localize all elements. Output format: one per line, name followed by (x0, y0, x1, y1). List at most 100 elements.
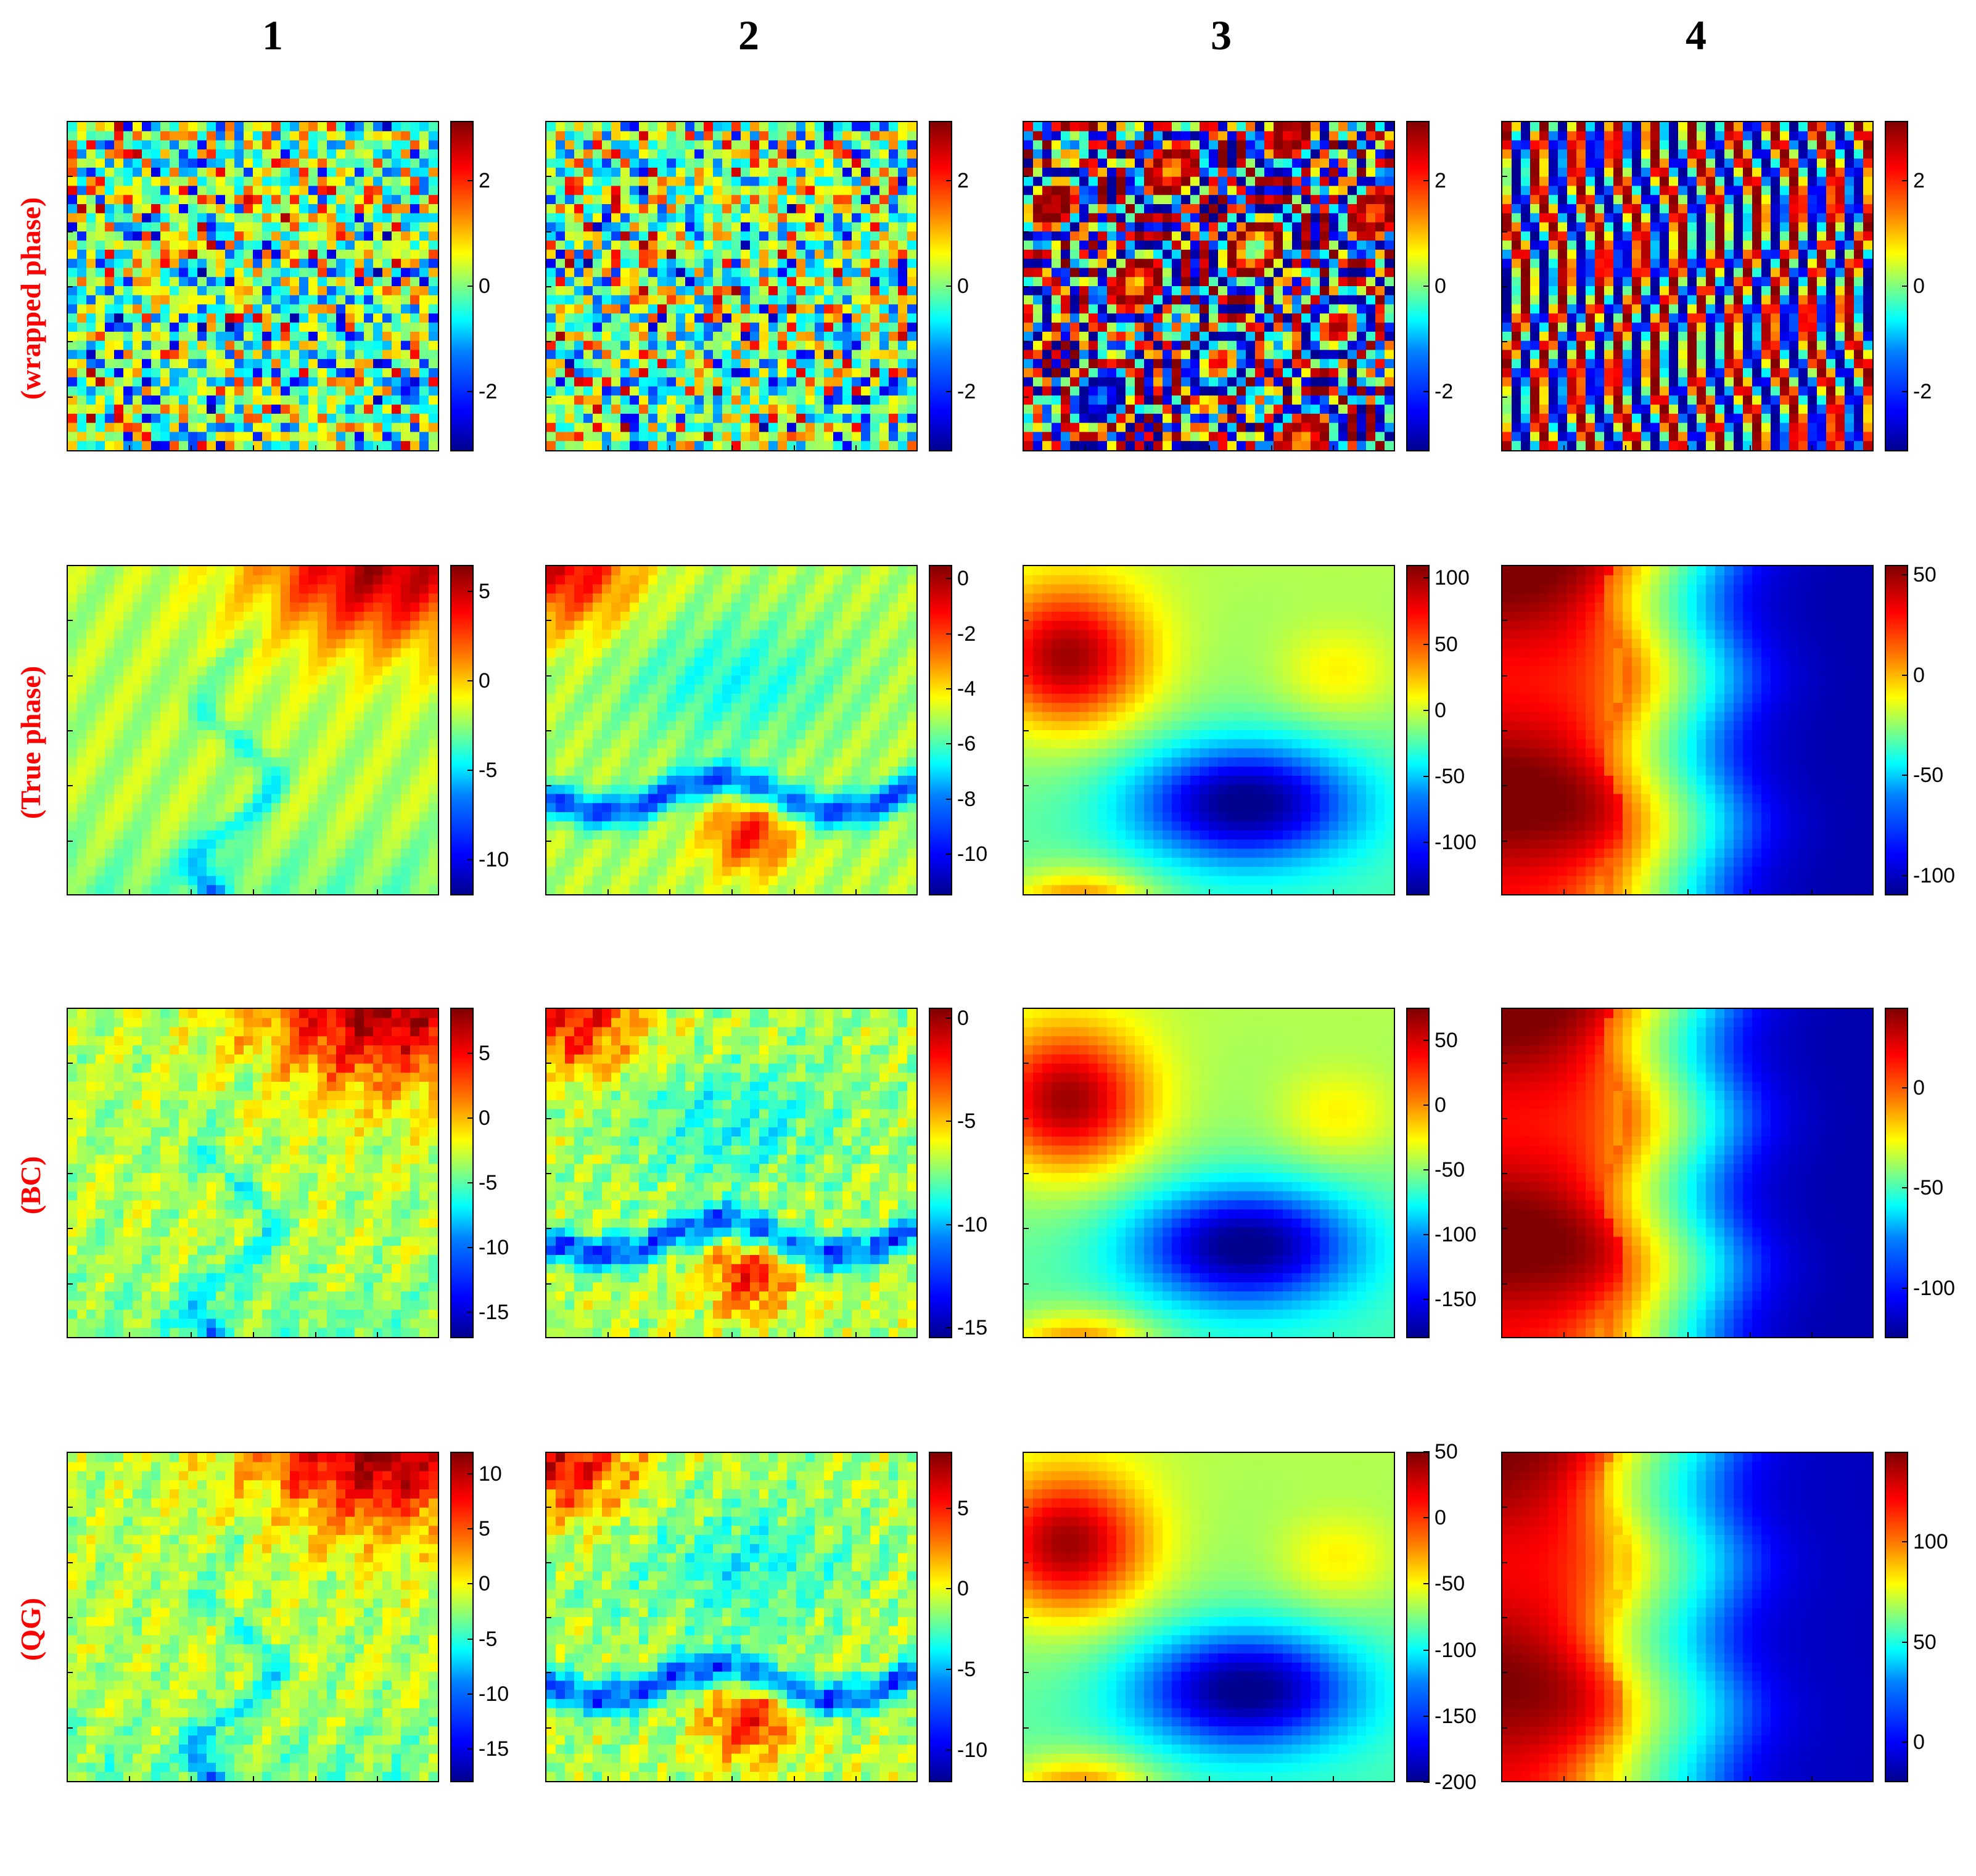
axis-tick (1750, 445, 1751, 450)
axis-tick (68, 1727, 73, 1729)
axis-tick (129, 1332, 130, 1337)
axis-tick (1502, 730, 1507, 731)
heatmap-r1-c3 (1023, 121, 1395, 451)
axis-tick (794, 445, 795, 450)
colorbar-tick-label: 0 (1435, 276, 1446, 297)
colorbar-tick-mark (1902, 1541, 1908, 1542)
colorbar-r2-c2 (929, 565, 952, 895)
column-header-3: 3 (1159, 11, 1283, 60)
colorbar-tick-mark (1423, 776, 1430, 777)
axis-tick (546, 1672, 551, 1673)
axis-tick (546, 231, 551, 232)
axis-tick (1502, 1617, 1507, 1618)
axis-tick (731, 889, 733, 894)
axis-tick (546, 1283, 551, 1285)
colorbar-tick-mark (467, 680, 474, 681)
axis-tick (68, 675, 73, 677)
colorbar-tick-mark (467, 180, 474, 181)
axis-tick (1502, 1562, 1507, 1563)
colorbar-tick-label: 0 (1913, 1077, 1925, 1098)
axis-tick (1209, 445, 1210, 450)
axis-tick (1502, 286, 1507, 287)
axis-tick (1502, 1063, 1507, 1064)
colorbar-tick-label: 0 (1913, 665, 1925, 686)
axis-tick (546, 730, 551, 731)
axis-tick (1502, 176, 1507, 177)
colorbar-tick-mark (1902, 1288, 1908, 1289)
colorbar-tick-label: -100 (1435, 832, 1476, 853)
heatmap-r4-c3 (1023, 1452, 1395, 1782)
colorbar-tick-label: -2 (479, 381, 497, 402)
axis-tick (68, 286, 73, 287)
axis-tick (1024, 785, 1029, 786)
colorbar-tick-mark (946, 633, 952, 635)
colorbar-tick-mark (1423, 1169, 1430, 1170)
axis-tick (669, 1776, 670, 1781)
colorbar-tick-mark (946, 1508, 952, 1509)
colorbar-tick-label: 50 (1435, 634, 1458, 655)
axis-tick (546, 286, 551, 287)
colorbar-tick-label: 0 (957, 1008, 969, 1029)
axis-tick (1024, 286, 1029, 287)
axis-tick (546, 1228, 551, 1229)
axis-tick (1024, 176, 1029, 177)
heatmap-r4-c4 (1501, 1452, 1874, 1782)
axis-tick (1502, 341, 1507, 342)
colorbar-tick-mark (1423, 842, 1430, 843)
colorbar-tick-label: -5 (479, 760, 497, 781)
colorbar-tick-mark (946, 799, 952, 800)
axis-tick (315, 1776, 316, 1781)
colorbar-tick-label: -100 (1913, 865, 1955, 886)
axis-tick (129, 889, 130, 894)
axis-tick (1024, 1228, 1029, 1229)
colorbar-tick-mark (467, 1748, 474, 1750)
axis-tick (68, 730, 73, 731)
colorbar-tick-label: -6 (957, 733, 976, 754)
axis-tick (1146, 1776, 1148, 1781)
colorbar-tick-label: 2 (957, 170, 969, 191)
heatmap-r1-c4 (1501, 121, 1874, 451)
axis-tick (1502, 1173, 1507, 1174)
colorbar-tick-label: 0 (479, 1573, 490, 1594)
axis-tick (68, 1228, 73, 1229)
colorbar-tick-mark (946, 1224, 952, 1225)
heatmap-r3-c3 (1023, 1008, 1395, 1338)
colorbar-tick-label: 5 (479, 1518, 490, 1539)
axis-tick (68, 397, 73, 398)
colorbar-tick-label: 5 (479, 1043, 490, 1064)
colorbar-tick-mark (1902, 1187, 1908, 1188)
colorbar-tick-mark (467, 859, 474, 860)
colorbar-tick-label: -15 (479, 1302, 509, 1323)
axis-tick (1333, 445, 1334, 450)
axis-tick (546, 841, 551, 842)
colorbar-tick-mark (946, 743, 952, 744)
colorbar-tick-mark (1902, 775, 1908, 776)
axis-tick (191, 1776, 192, 1781)
colorbar-tick-label: -100 (1913, 1278, 1955, 1299)
axis-tick (1271, 1776, 1272, 1781)
colorbar-r4-c3 (1406, 1452, 1430, 1782)
colorbar-tick-mark (467, 1247, 474, 1248)
axis-tick (1625, 445, 1626, 450)
axis-tick (1811, 889, 1813, 894)
axis-tick (1333, 1332, 1334, 1337)
axis-tick (1085, 1776, 1086, 1781)
colorbar-tick-mark (1423, 577, 1430, 578)
colorbar-tick-label: -10 (957, 1740, 987, 1761)
colorbar-tick-label: -10 (957, 1214, 987, 1235)
colorbar-tick-label: 0 (1435, 700, 1446, 721)
axis-tick (68, 1283, 73, 1285)
axis-tick (1750, 1776, 1751, 1781)
axis-tick (1502, 1727, 1507, 1729)
heatmap-r3-c4 (1501, 1008, 1874, 1338)
colorbar-tick-label: -100 (1435, 1640, 1476, 1661)
colorbar-r2-c4 (1885, 565, 1908, 895)
colorbar-tick-mark (1423, 644, 1430, 645)
colorbar-tick-mark (467, 391, 474, 392)
colorbar-tick-label: 0 (479, 670, 490, 691)
heatmap-r2-c3 (1023, 565, 1395, 895)
axis-tick (315, 445, 316, 450)
axis-tick (1024, 1283, 1029, 1285)
heatmap-r1-c2 (545, 121, 918, 451)
axis-tick (1563, 889, 1565, 894)
